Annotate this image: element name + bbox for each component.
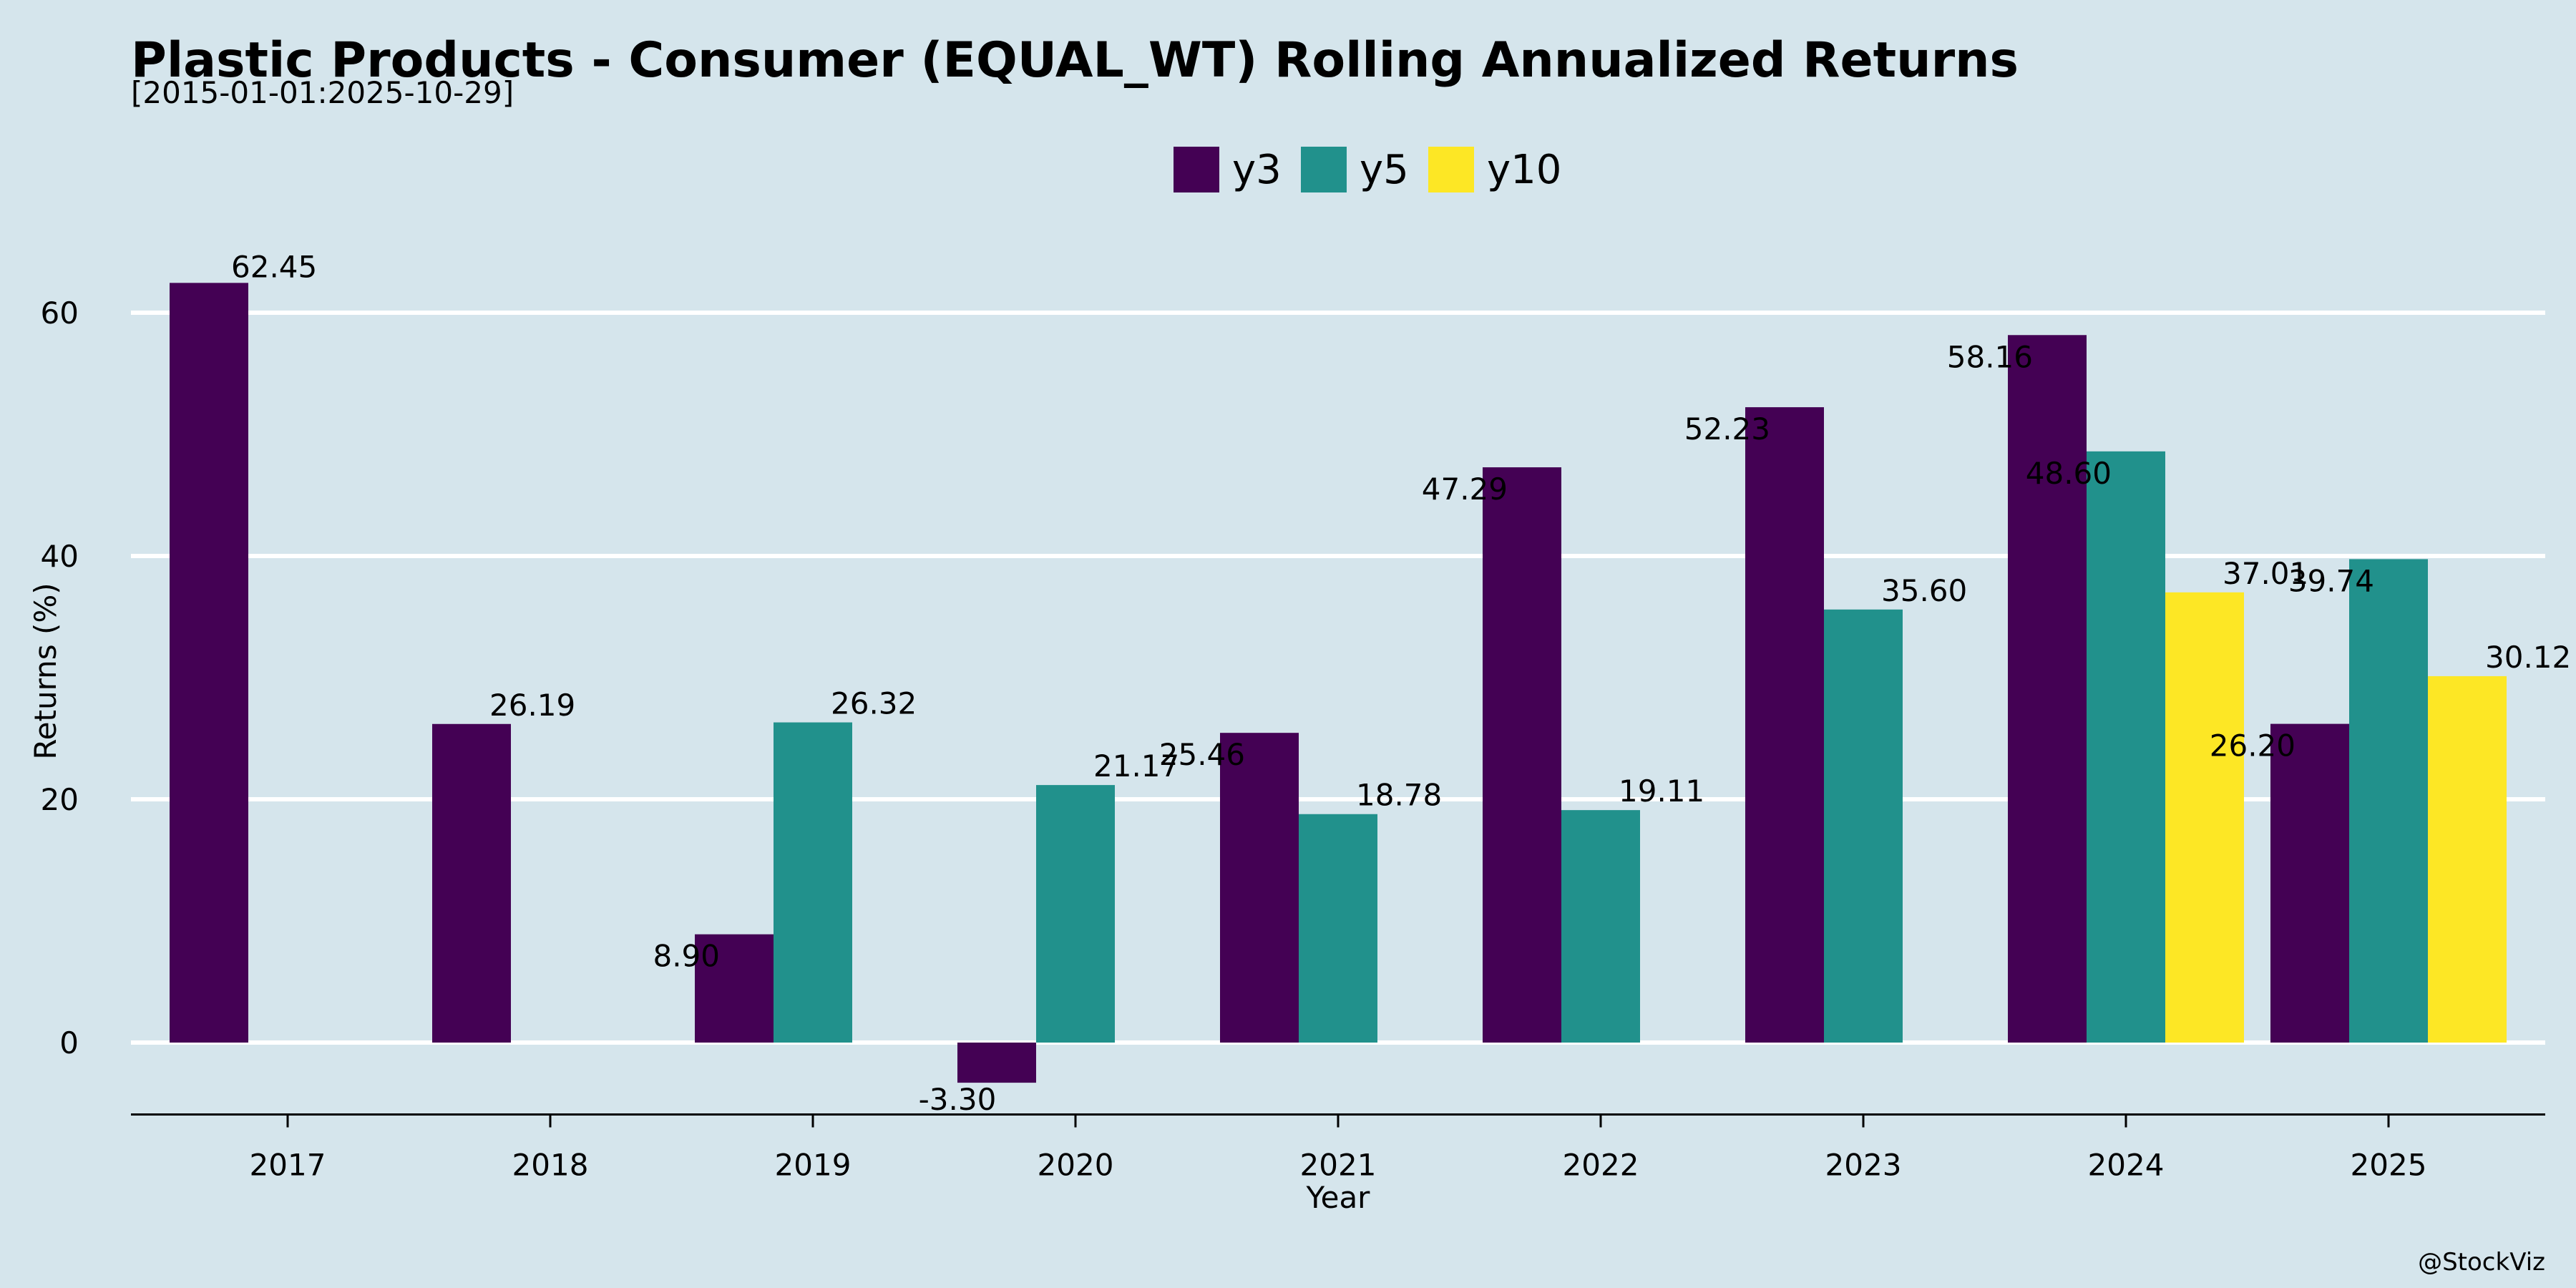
legend-swatch-y5	[1301, 147, 1347, 192]
x-tick-label: 2017	[250, 1148, 326, 1183]
bars	[170, 283, 2507, 1083]
bar-label-y3-2018: 26.19	[489, 688, 575, 723]
x-tick-label: 2025	[2351, 1148, 2427, 1183]
bar-labels: 62.45 26.19 8.90 -3.30 25.46 47.29 52.23 58.16 2…	[231, 249, 2571, 1117]
bar-y3-2020	[957, 1043, 1036, 1083]
bar-label-y5-2025: 39.74	[2288, 563, 2374, 598]
chart-subtitle: [2015-01-01:2025-10-29]	[131, 75, 514, 110]
chart-title: Plastic Products - Consumer (EQUAL_WT) R…	[131, 32, 2019, 89]
bar-label-y3-2021: 25.46	[1159, 737, 1245, 772]
bar-label-y3-2023: 52.23	[1684, 411, 1770, 447]
x-axis-label: Year	[1306, 1180, 1371, 1215]
bar-y3-2021	[1220, 733, 1299, 1043]
x-tick-label: 2019	[775, 1148, 852, 1183]
y-tick-label: 0	[59, 1025, 79, 1060]
bar-y3-2024	[2008, 335, 2087, 1043]
bar-y3-2018	[432, 723, 511, 1043]
bar-y5-2019	[774, 722, 852, 1043]
bar-y3-2022	[1483, 467, 1561, 1043]
bar-label-y3-2022: 47.29	[1422, 472, 1508, 507]
bar-label-y3-2017: 62.45	[231, 249, 317, 284]
legend-swatch-y10	[1428, 147, 1474, 192]
x-tick-label: 2020	[1038, 1148, 1114, 1183]
bar-y3-2017	[170, 283, 248, 1043]
bar-label-y5-2019: 26.32	[831, 686, 917, 721]
legend: y3 y5 y10	[1174, 147, 1561, 193]
x-tick-label: 2023	[1825, 1148, 1902, 1183]
bar-y3-2019	[695, 934, 774, 1043]
y-axis-label: Returns (%)	[28, 582, 63, 759]
bar-y10-2025	[2428, 675, 2507, 1043]
bar-label-y5-2022: 19.11	[1619, 774, 1704, 809]
bar-label-y3-2019: 8.90	[653, 939, 720, 974]
bar-y5-2020	[1036, 785, 1115, 1043]
legend-label-y10: y10	[1487, 147, 1561, 193]
bar-label-y5-2024: 48.60	[2026, 456, 2112, 491]
x-tick-label: 2021	[1300, 1148, 1377, 1183]
bar-y5-2021	[1299, 814, 1377, 1043]
bar-label-y3-2025: 26.20	[2210, 728, 2296, 763]
y-tick-label: 40	[41, 539, 79, 574]
bar-label-y10-2025: 30.12	[2485, 640, 2571, 675]
bar-y10-2024	[2165, 592, 2244, 1043]
legend-swatch-y3	[1174, 147, 1219, 192]
bar-label-y5-2023: 35.60	[1881, 573, 1967, 608]
credit-text: @StockViz	[2418, 1248, 2545, 1277]
y-tick-label: 20	[41, 782, 79, 817]
bar-label-y3-2024: 58.16	[1947, 339, 2033, 374]
legend-label-y5: y5	[1360, 147, 1409, 193]
y-axis-ticks: 0 20 40 60	[41, 296, 79, 1060]
bar-label-y5-2020: 21.17	[1093, 748, 1179, 784]
bar-y3-2025	[2270, 723, 2349, 1043]
bar-y5-2024	[2087, 451, 2165, 1043]
bar-y5-2022	[1561, 810, 1640, 1043]
x-tick-label: 2018	[512, 1148, 589, 1183]
bar-label-y5-2021: 18.78	[1356, 778, 1442, 813]
y-tick-label: 60	[41, 296, 79, 331]
bar-label-y10-2024: 37.01	[2223, 556, 2308, 591]
bar-y5-2025	[2349, 559, 2428, 1043]
bar-label-y3-2020: -3.30	[919, 1082, 997, 1117]
bar-y3-2023	[1745, 407, 1824, 1043]
x-axis: 2017 2018 2019 2020 2021 2022 2023 2024 2025	[131, 1113, 2545, 1183]
x-tick-label: 2024	[2088, 1148, 2165, 1183]
legend-label-y3: y3	[1232, 147, 1282, 193]
x-tick-label: 2022	[1563, 1148, 1639, 1183]
bar-y5-2023	[1824, 609, 1903, 1043]
